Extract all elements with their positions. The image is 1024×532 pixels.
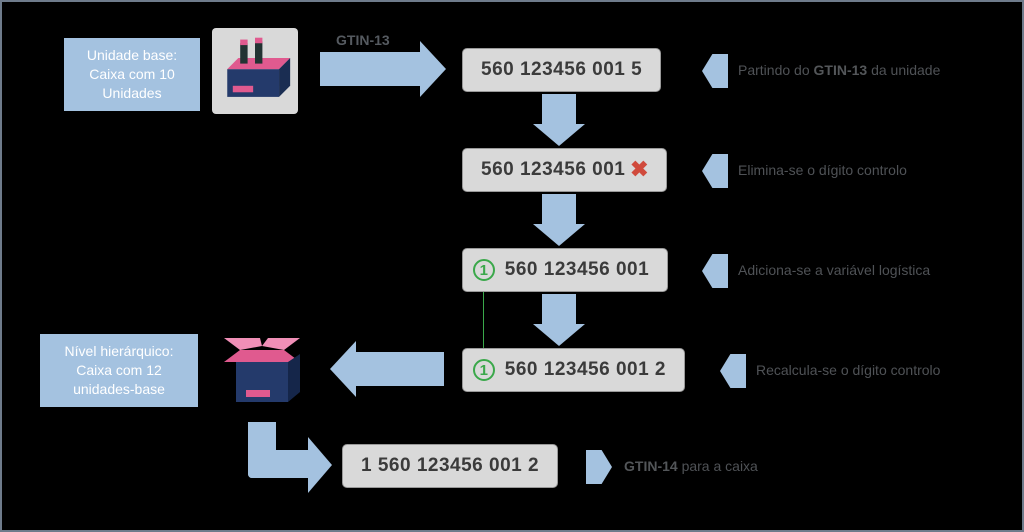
- step2-code-box: 560 123456 001 5: [462, 148, 667, 192]
- step4-code: 560 123456 001 2: [505, 359, 666, 380]
- base-unit-line3: Unidades: [102, 85, 161, 101]
- step1-chevron: [702, 54, 728, 88]
- gtin13-label: GTIN-13: [336, 32, 390, 48]
- step4-chevron: [720, 354, 746, 388]
- diagram-canvas: Unidade base: Caixa com 10 Unidades GTIN…: [0, 0, 1024, 532]
- final-chevron: [586, 450, 612, 484]
- step1-code: 560 123456 001 5: [481, 59, 642, 80]
- arrow-down-2: [542, 194, 576, 224]
- elbow-arrow: [248, 422, 308, 478]
- green-link-line: [483, 292, 484, 348]
- hier-line2: Caixa com 12: [76, 362, 162, 378]
- step4-code-box: 1 560 123456 001 2: [462, 348, 685, 392]
- step2-desc: Elimina-se o dígito controlo: [738, 162, 907, 178]
- step3-chevron: [702, 254, 728, 288]
- base-unit-line1: Unidade base:: [87, 47, 177, 63]
- hier-box: Nível hierárquico: Caixa com 12 unidades…: [40, 334, 198, 407]
- arrow-down-1: [542, 94, 576, 124]
- step4-circle: 1: [473, 359, 495, 381]
- open-box-icon: [212, 318, 312, 418]
- step2-chevron: [702, 154, 728, 188]
- final-code: 1 560 123456 001 2: [361, 455, 539, 476]
- hier-line1: Nível hierárquico:: [65, 343, 174, 359]
- step4-desc: Recalcula-se o dígito controlo: [756, 362, 940, 378]
- step3-code: 560 123456 001: [505, 259, 649, 280]
- product-crate-icon: [212, 28, 298, 114]
- base-unit-box: Unidade base: Caixa com 10 Unidades: [64, 38, 200, 111]
- step2-struck-digit: 5: [631, 159, 648, 181]
- arrow-to-open-box: [356, 352, 444, 386]
- step3-code-box: 1 560 123456 001: [462, 248, 668, 292]
- hier-line3: unidades-base: [73, 381, 165, 397]
- final-desc: GTIN-14 para a caixa: [624, 458, 758, 474]
- step3-circle: 1: [473, 259, 495, 281]
- base-unit-line2: Caixa com 10: [89, 66, 175, 82]
- arrow-down-3: [542, 294, 576, 324]
- final-code-box: 1 560 123456 001 2: [342, 444, 558, 488]
- step2-code-main: 560 123456 001: [481, 159, 625, 180]
- step1-desc: Partindo do GTIN-13 da unidade: [738, 62, 940, 78]
- arrow-to-step1: [320, 52, 420, 86]
- step1-code-box: 560 123456 001 5: [462, 48, 661, 92]
- step3-desc: Adiciona-se a variável logística: [738, 262, 930, 278]
